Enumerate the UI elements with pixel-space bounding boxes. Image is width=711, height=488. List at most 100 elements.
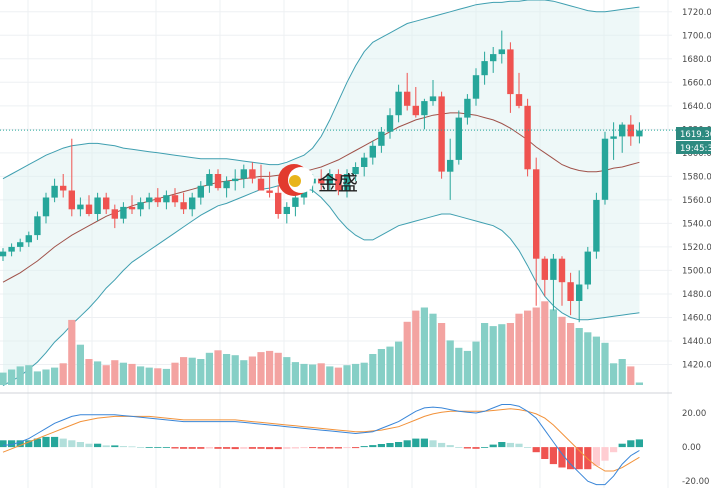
candle-body <box>257 178 265 191</box>
volume-bar <box>592 336 600 385</box>
macd-histogram-bar <box>455 447 463 448</box>
macd-histogram-bar <box>334 447 342 449</box>
candle-body <box>455 117 462 160</box>
macd-histogram-bar <box>549 447 557 465</box>
candle-body <box>567 282 574 301</box>
candle-body <box>266 190 273 193</box>
bollinger-upper-line <box>2 0 640 180</box>
macd-histogram-bar <box>438 442 446 448</box>
candle-body <box>103 197 110 210</box>
candle-body <box>335 174 342 191</box>
macd-histogram-bar <box>291 447 299 449</box>
candle-body <box>378 131 385 146</box>
macd-signal-line <box>2 408 640 472</box>
macd-histogram-bar <box>412 438 420 448</box>
macd-histogram-bar <box>309 447 317 449</box>
macd-histogram-bar <box>240 447 248 449</box>
volume-bar <box>567 323 575 385</box>
volume-bar <box>223 354 231 385</box>
volume-bar <box>438 323 446 385</box>
candle-body <box>77 204 84 210</box>
macd-histogram-bar <box>16 440 24 448</box>
price-tick-label: 1700.00 <box>682 31 711 41</box>
candle-body <box>60 185 67 191</box>
volume-bar <box>352 363 360 385</box>
volume-bar <box>171 362 179 385</box>
volume-bar <box>610 363 618 385</box>
candle-body <box>85 204 93 214</box>
price-tick-label: 1480.00 <box>682 290 711 300</box>
candle-body <box>223 181 230 189</box>
price-tick-label: 1660.00 <box>682 78 711 88</box>
macd-histogram-bar <box>352 447 360 449</box>
macd-histogram-bar <box>128 446 136 448</box>
volume-bar <box>360 362 368 385</box>
macd-histogram-bar <box>343 447 351 449</box>
volume-bar <box>455 347 463 385</box>
volume-bar <box>59 363 67 385</box>
macd-histogram-bar <box>326 447 334 449</box>
volume-bar <box>403 321 411 385</box>
macd-histogram-bar <box>137 447 145 448</box>
volume-bar <box>386 346 394 385</box>
volume-bar <box>145 367 153 385</box>
candle-body <box>189 197 196 210</box>
candle-body <box>395 91 402 116</box>
candle-body <box>361 157 368 167</box>
price-tick-label: 1440.00 <box>682 337 711 347</box>
volume-bar <box>291 362 299 385</box>
volume-bar <box>248 356 256 385</box>
macd-histogram-bar <box>369 445 377 448</box>
macd-histogram-bar <box>68 440 76 448</box>
macd-histogram-bar <box>188 447 196 449</box>
candle-body <box>343 174 351 191</box>
candle-body <box>42 197 50 217</box>
volume-bar <box>309 364 317 385</box>
candles <box>0 30 676 323</box>
macd-histogram-bar <box>515 443 523 448</box>
candle-body <box>550 258 557 280</box>
countdown-label: 19:45:31 <box>680 144 711 154</box>
price-tick-label: 1720.00 <box>682 8 711 18</box>
macd-histogram-bar <box>481 447 489 448</box>
macd-histogram-bar <box>360 446 368 448</box>
candle-body <box>619 124 626 137</box>
macd-histogram-bar <box>532 447 540 453</box>
candle-body <box>524 105 531 170</box>
candle-body <box>206 174 213 186</box>
volume-bar <box>180 357 188 385</box>
candle-body <box>34 216 41 236</box>
macd-histogram-bar <box>429 440 437 448</box>
volume-bar <box>498 324 506 385</box>
volume-bar <box>549 309 557 385</box>
candle-body <box>369 145 376 158</box>
macd-histogram-bar <box>601 447 609 461</box>
volume-bar <box>68 319 76 385</box>
macd-histogram-bar <box>25 440 33 448</box>
candle-body <box>163 195 170 203</box>
volume-bar <box>119 362 127 385</box>
candle-body <box>240 169 247 179</box>
candle-body <box>197 185 204 198</box>
macd-histogram-bar <box>248 447 256 449</box>
candle-body <box>283 206 290 214</box>
price-tick-label: 1580.00 <box>682 172 711 182</box>
volume-bar <box>85 359 93 385</box>
candle-body <box>68 190 75 210</box>
candle-body <box>421 101 428 116</box>
volume-bar <box>33 371 41 385</box>
candle-body <box>576 284 583 301</box>
volume-bar <box>420 307 428 385</box>
macd-histogram-bar <box>524 447 532 448</box>
watermark-text: 金盛 <box>318 171 358 195</box>
volume-bar <box>472 341 480 385</box>
volume-bar <box>524 310 532 385</box>
macd-tick-label: 0.00 <box>682 443 701 453</box>
macd-histogram-bar <box>274 447 282 450</box>
volume-bar <box>541 301 549 385</box>
volume-bar <box>300 363 308 385</box>
last-price-label: 1619.36 <box>680 130 711 140</box>
volume-bar <box>111 360 119 385</box>
bollinger-lower-line <box>2 185 640 387</box>
